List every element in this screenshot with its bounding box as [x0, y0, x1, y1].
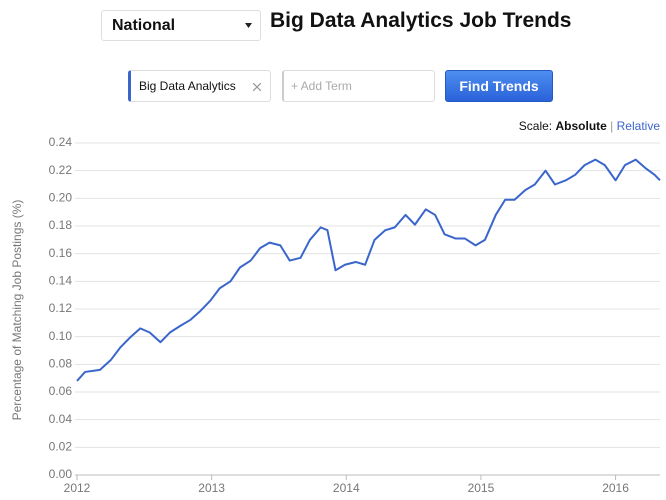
y-tick-label: 0.04	[49, 412, 73, 426]
scale-separator: |	[610, 119, 614, 133]
x-tick-label: 2014	[333, 481, 360, 495]
find-trends-button[interactable]: Find Trends	[445, 70, 553, 102]
add-term-input[interactable]: + Add Term	[282, 70, 435, 102]
y-tick-label: 0.22	[49, 163, 73, 177]
y-tick-label: 0.12	[49, 301, 73, 315]
scale-label: Scale:	[518, 119, 553, 133]
y-tick-label: 0.02	[49, 440, 73, 454]
page-title: Big Data Analytics Job Trends	[270, 9, 572, 32]
y-tick-label: 0.24	[49, 135, 73, 149]
y-tick-label: 0.10	[49, 329, 73, 343]
x-tick-label: 2016	[602, 481, 629, 495]
y-tick-label: 0.08	[49, 357, 73, 371]
y-tick-label: 0.14	[49, 274, 73, 288]
y-tick-label: 0.00	[49, 467, 73, 481]
dropdown-arrow	[245, 23, 252, 28]
location-select[interactable]: National	[101, 10, 261, 41]
x-tick-label: 2012	[64, 481, 91, 495]
remove-icon[interactable]	[253, 83, 261, 91]
add-term-placeholder: + Add Term	[291, 79, 352, 93]
location-value: National	[112, 17, 176, 34]
scale-switch: Scale: Absolute | Relative	[519, 119, 660, 133]
y-tick-label: 0.16	[49, 246, 73, 260]
scale-relative[interactable]: Relative	[616, 119, 660, 133]
x-tick-label: 2015	[468, 481, 495, 495]
term-text: Big Data Analytics	[139, 79, 236, 93]
y-tick-label: 0.18	[49, 218, 73, 232]
term-chip[interactable]: Big Data Analytics	[128, 70, 271, 102]
y-tick-label: 0.20	[49, 191, 73, 205]
y-tick-label: 0.06	[49, 384, 73, 398]
trend-line	[76, 158, 661, 382]
x-tick-label: 2013	[198, 481, 225, 495]
scale-absolute[interactable]: Absolute	[555, 119, 607, 133]
y-axis-label: Percentage of Matching Job Postings (%)	[10, 200, 24, 421]
